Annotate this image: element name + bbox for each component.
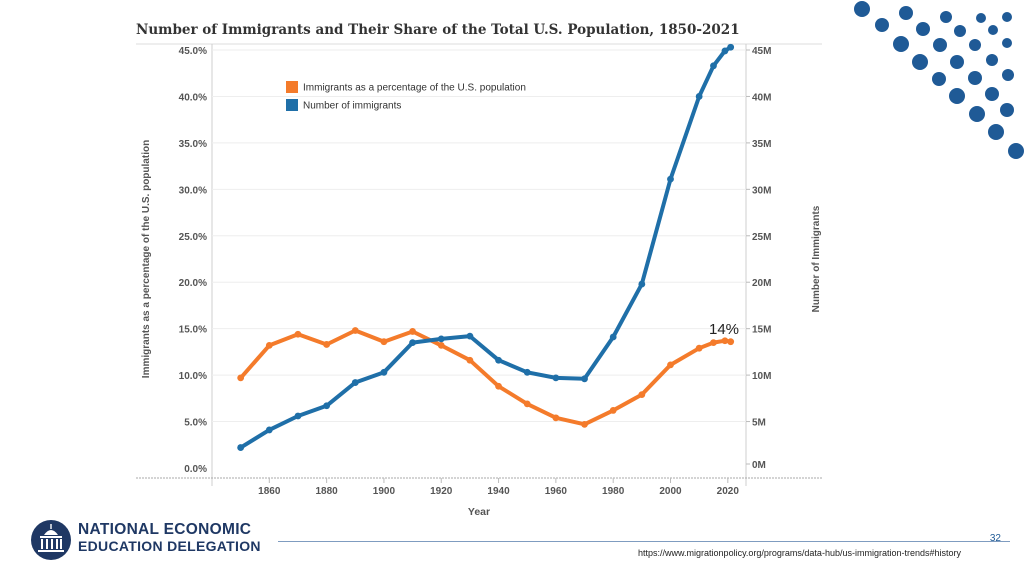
data-point-number xyxy=(609,333,617,341)
x-tick-label: 2000 xyxy=(659,486,682,497)
data-point-percentage xyxy=(437,341,445,349)
data-point-percentage xyxy=(237,374,245,382)
data-point-percentage xyxy=(695,344,703,352)
data-point-number xyxy=(437,335,445,343)
legend-label: Immigrants as a percentage of the U.S. p… xyxy=(303,83,526,94)
y-tick-right-label: 30M xyxy=(752,185,771,196)
y-tick-right-label: 35M xyxy=(752,139,771,150)
y-tick-left-label: 25.0% xyxy=(179,232,207,243)
y-tick-left-label: 10.0% xyxy=(179,371,207,382)
data-point-percentage xyxy=(495,382,502,390)
y-tick-left-label: 40.0% xyxy=(179,92,207,103)
data-point-number xyxy=(667,175,674,183)
data-point-percentage xyxy=(721,337,729,345)
data-point-number xyxy=(523,368,531,376)
logo-line-2: EDUCATION DELEGATION xyxy=(78,538,261,554)
y-tick-left-label: 15.0% xyxy=(179,325,207,336)
data-point-percentage xyxy=(323,341,331,348)
x-tick-label: 1940 xyxy=(487,486,510,497)
capitol-icon xyxy=(31,520,71,560)
y-tick-right-label: 10M xyxy=(752,371,771,382)
y-tick-right-label: 0M xyxy=(752,460,766,471)
x-tick-label: 1880 xyxy=(315,486,338,497)
data-point-percentage xyxy=(609,407,617,414)
footer-divider xyxy=(278,541,1010,542)
data-point-number xyxy=(265,426,273,434)
data-point-percentage xyxy=(727,338,735,346)
y-tick-left-label: 5.0% xyxy=(184,418,207,429)
legend-swatch xyxy=(286,99,298,111)
data-point-number xyxy=(727,43,735,51)
data-point-number xyxy=(294,412,302,420)
logo-national-economic-education-delegation: NATIONAL ECONOMIC EDUCATION DELEGATION xyxy=(30,517,280,563)
data-point-number xyxy=(710,62,717,70)
data-point-percentage xyxy=(523,400,531,408)
data-point-number xyxy=(552,374,560,382)
x-tick-label: 1920 xyxy=(430,486,453,497)
x-tick-label: 1980 xyxy=(602,486,625,497)
y-tick-right-label: 25M xyxy=(752,232,771,243)
data-point-percentage xyxy=(294,330,302,338)
y-axis-left-title: Immigrants as a percentage of the U.S. p… xyxy=(141,140,152,378)
data-point-number xyxy=(237,444,245,451)
source-url: https://www.migrationpolicy.org/programs… xyxy=(638,548,961,558)
x-axis-title: Year xyxy=(468,506,490,518)
data-point-percentage xyxy=(638,391,646,399)
x-tick-label: 2020 xyxy=(717,486,740,497)
y-tick-left-label: 0.0% xyxy=(184,464,207,475)
data-point-number xyxy=(466,332,474,340)
data-point-percentage xyxy=(667,361,674,369)
legend-label: Number of immigrants xyxy=(303,101,401,112)
page-number: 32 xyxy=(989,533,1001,544)
data-point-number xyxy=(638,280,646,288)
y-tick-right-label: 5M xyxy=(752,418,766,429)
y-tick-left-label: 35.0% xyxy=(179,139,207,150)
data-point-number xyxy=(721,47,729,55)
series-line-percentage xyxy=(238,328,733,427)
y-tick-left-label: 45.0% xyxy=(179,46,207,57)
y-tick-right-label: 45M xyxy=(752,46,771,57)
data-point-number xyxy=(409,339,416,346)
x-tick-label: 1900 xyxy=(373,486,396,497)
y-tick-right-label: 40M xyxy=(752,92,771,103)
series-line-number xyxy=(238,45,733,450)
data-point-percentage xyxy=(265,341,273,349)
data-point-number xyxy=(581,375,588,383)
legend-swatch xyxy=(286,81,298,93)
data-point-percentage xyxy=(351,327,359,334)
data-point-percentage xyxy=(581,420,588,428)
data-point-number xyxy=(323,402,331,410)
data-point-number xyxy=(351,379,359,386)
callout-14-percent: 14% xyxy=(709,321,740,338)
x-tick-label: 1960 xyxy=(545,486,568,497)
x-tick-label: 1860 xyxy=(258,486,281,497)
data-point-number xyxy=(380,368,388,376)
data-point-number xyxy=(495,356,502,364)
data-point-number xyxy=(695,93,703,100)
data-point-percentage xyxy=(466,356,474,364)
y-tick-right-label: 20M xyxy=(752,278,771,289)
data-point-percentage xyxy=(710,339,717,346)
chart-title: Number of Immigrants and Their Share of … xyxy=(136,22,740,38)
y-axis-right-title: Number of Immigrants xyxy=(811,205,822,312)
data-point-percentage xyxy=(380,338,388,346)
data-point-percentage xyxy=(409,328,416,335)
logo-line-1: NATIONAL ECONOMIC xyxy=(78,521,252,538)
y-tick-left-label: 20.0% xyxy=(179,278,207,289)
y-tick-right-label: 15M xyxy=(752,325,771,336)
data-point-percentage xyxy=(552,414,560,422)
y-tick-left-label: 30.0% xyxy=(179,185,207,196)
